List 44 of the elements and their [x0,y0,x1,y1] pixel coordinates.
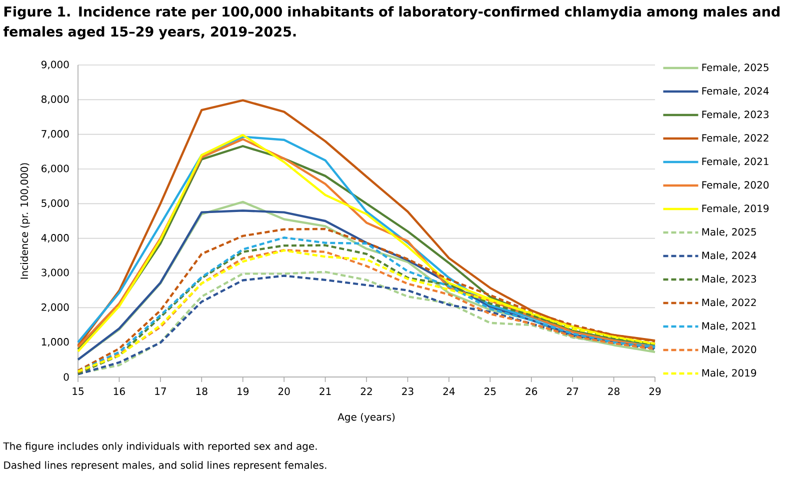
x-tick-label: 27 [566,388,578,395]
legend-label: Female, 2021 [702,157,768,166]
y-tick-label: 6,000 [42,164,69,174]
legend-label: Male, 2021 [702,322,756,331]
x-tick-label: 20 [278,388,290,396]
x-tick-label: 28 [608,388,620,396]
x-tick-label: 29 [649,388,661,396]
chart-title: Figure 1. Incidence rate per 100,000 inhabitants of laboratory-confirmed chlamydia among males and females aged 15–29 years, 2019–2025. [3,6,780,40]
legend-label: Female, 2022 [702,134,768,143]
legend-label: Female, 2023 [702,110,768,120]
y-tick-label: 7,000 [42,130,69,139]
x-tick-label: 19 [238,388,249,396]
x-tick-label: 23 [402,388,414,396]
text: Dashed lines represent males, and solid lines represent females. [4,461,326,471]
x-tick-label: 26 [526,388,538,396]
legend-label: Male, 2025 [702,228,756,237]
y-tick-label: 2,000 [42,303,69,312]
y-tick-label: 5,000 [42,199,69,208]
y-tick-label: 1,000 [42,338,69,347]
legend-label: Female, 2025 [702,63,768,72]
x-tick-label: 24 [443,388,455,395]
y-tick-label: 4,000 [41,234,69,243]
text: The figure includes only individuals with reported sex and age. [3,442,317,452]
legend-label: Male, 2024 [702,251,756,260]
x-tick-label: 17 [155,388,166,395]
x-tick-label: 15 [72,388,84,395]
legend-label: Male, 2020 [702,345,756,354]
legend-label: Male, 2022 [702,298,756,308]
y-tick-label: 9,000 [41,60,69,70]
legend-label: Male, 2023 [702,274,756,284]
x-tick-label: 18 [196,388,208,396]
x-tick-label: 16 [114,388,125,396]
legend-label: Female, 2019 [702,204,769,214]
legend-label: Female, 2024 [702,86,769,96]
x-tick-label: 21 [320,388,331,395]
y-tick-label: 0 [64,373,69,381]
y-tick-label: 8,000 [42,95,69,104]
x-tick-label: 25 [484,388,496,396]
x-axis-title: Age (years) [338,412,395,423]
y-axis-title: Incidence (pr. 100,000) [20,163,30,279]
legend-label: Female, 2020 [702,180,769,190]
x-tick-label: 22 [360,388,372,395]
y-tick-label: 3,000 [42,268,69,278]
legend-label: Male, 2019 [702,368,756,378]
